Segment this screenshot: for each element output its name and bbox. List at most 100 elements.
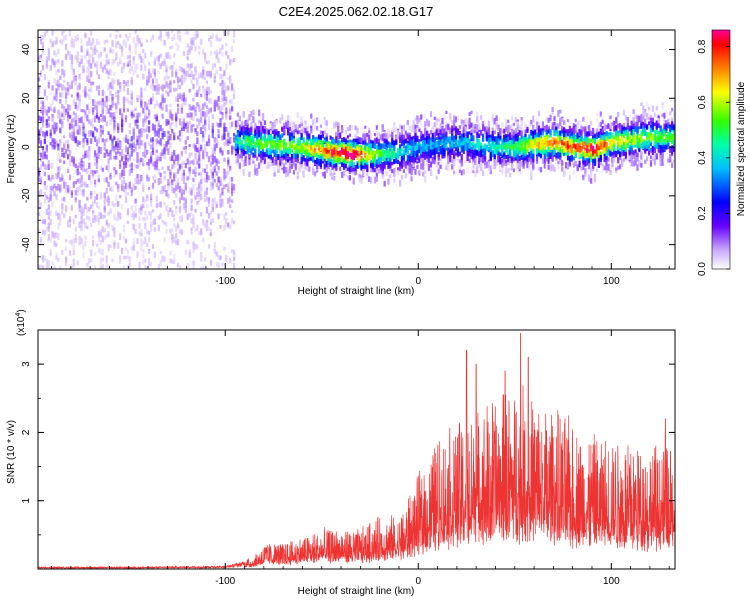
spectrogram-cell (70, 190, 73, 195)
spectrogram-cell (327, 143, 330, 151)
spectrogram-cell (379, 143, 382, 150)
spectrogram-cell (157, 134, 160, 138)
spectrogram-cell (146, 194, 149, 199)
spectrogram-cell (74, 120, 77, 127)
spectrogram-cell (424, 121, 427, 127)
spectrogram-cell (161, 106, 164, 111)
spectrogram-cell (221, 150, 224, 156)
spectrogram-cell (84, 89, 87, 97)
spectrogram-cell (346, 146, 349, 152)
spectrogram-cell (341, 163, 344, 167)
spectrogram-cell (126, 82, 129, 87)
spectrogram-cell (300, 157, 303, 164)
spectrogram-cell (285, 122, 288, 130)
spectrogram-cell (99, 192, 102, 200)
spectrogram-cell (53, 138, 56, 145)
spectrogram-cell (41, 41, 45, 49)
spectrogram-cell (321, 149, 324, 155)
spectrogram-cell (205, 141, 209, 147)
spectrogram-cell (150, 211, 153, 216)
spectrogram-cell (294, 147, 297, 154)
spectrogram-cell (207, 214, 211, 218)
spectrogram-cell (223, 247, 226, 251)
spectrogram-cell (510, 157, 514, 161)
spectrogram-cell (292, 170, 295, 175)
spectrogram-cell (565, 137, 568, 141)
spectrogram-cell (132, 110, 135, 117)
spectrogram-cell (545, 136, 548, 142)
spectrogram-cell (39, 140, 43, 146)
spectrogram-cell (549, 144, 552, 150)
spectrogram-cell (80, 222, 83, 227)
spectrogram-cell (472, 135, 475, 142)
spectrogram-cell (90, 190, 93, 195)
spectrogram-cell (333, 163, 336, 170)
spectrogram-cell (424, 113, 427, 118)
spectrogram-cell (90, 46, 93, 50)
spectrogram-cell (115, 181, 118, 186)
spectrogram-cell (219, 255, 222, 261)
spectrogram-cell (420, 131, 423, 136)
spectrogram-cell (248, 141, 251, 147)
spectrogram-cell (161, 84, 164, 92)
spectrogram-cell (109, 172, 112, 177)
spectrogram-cell (269, 153, 272, 159)
spectrogram-cell (72, 117, 75, 123)
spectrogram-cell (184, 70, 187, 77)
spectrogram-cell (148, 158, 151, 166)
spectrogram-cell (223, 89, 226, 96)
spectrogram-cell (399, 180, 402, 187)
spectrogram-cell (329, 141, 332, 146)
spectrogram-cell (119, 81, 122, 89)
spectrogram-cell (227, 132, 230, 138)
spectrogram-cell (63, 179, 66, 183)
spectrogram-cell (169, 156, 172, 162)
spectrogram-cell (514, 117, 517, 123)
spectrogram-cell (404, 131, 407, 135)
spectrogram-cell (115, 30, 118, 33)
spectrogram-cell (441, 126, 444, 133)
spectrogram-cell (263, 125, 266, 130)
spectrogram-cell (88, 79, 91, 83)
spectrogram-cell (132, 60, 135, 65)
spectrogram-cell (92, 217, 95, 223)
spectrogram-cell (400, 152, 404, 156)
spectrogram-cell (482, 145, 485, 149)
spectrogram-cell (151, 219, 155, 225)
spectrogram-cell (219, 66, 222, 71)
spectrogram-cell (117, 211, 120, 217)
spectrogram-cell (530, 173, 533, 180)
spectrogram-cell (302, 138, 305, 144)
spectrogram-cell (51, 124, 54, 130)
spectrogram-cell (159, 152, 162, 158)
spectrogram-cell (352, 153, 355, 161)
spectrogram-cell (43, 163, 46, 170)
spectrogram-cell (381, 165, 384, 171)
spectrogram-cell (171, 210, 174, 217)
spectrogram-cell (499, 144, 502, 150)
spectrogram-cell (225, 212, 228, 216)
spectrogram-cell (225, 217, 228, 224)
spectrogram-cell (246, 120, 249, 125)
spectrogram-cell (109, 33, 112, 38)
spectrogram-cell (223, 213, 226, 221)
spectrogram-cell (119, 175, 122, 180)
spectrogram-cell (254, 168, 257, 176)
spectrogram-cell (437, 151, 440, 158)
spectrogram-cell (109, 244, 112, 248)
spectrogram-cell (281, 114, 284, 121)
spectrogram-cell (61, 84, 64, 91)
spectrogram-cell (49, 194, 52, 202)
spectrogram-cell (507, 119, 510, 124)
spectrogram-cell (90, 179, 93, 185)
spectrogram-cell (173, 236, 176, 243)
spectrogram-cell (128, 143, 131, 149)
spectrogram-cell (329, 146, 332, 151)
spectrogram-cell (510, 139, 514, 145)
spectrogram-cell (117, 242, 120, 249)
spectrogram-cell (72, 263, 75, 268)
spectrogram-cell (213, 104, 216, 111)
spectrogram-cell (410, 125, 413, 133)
spectrogram-cell (551, 145, 554, 151)
spectrogram-cell (211, 207, 214, 213)
